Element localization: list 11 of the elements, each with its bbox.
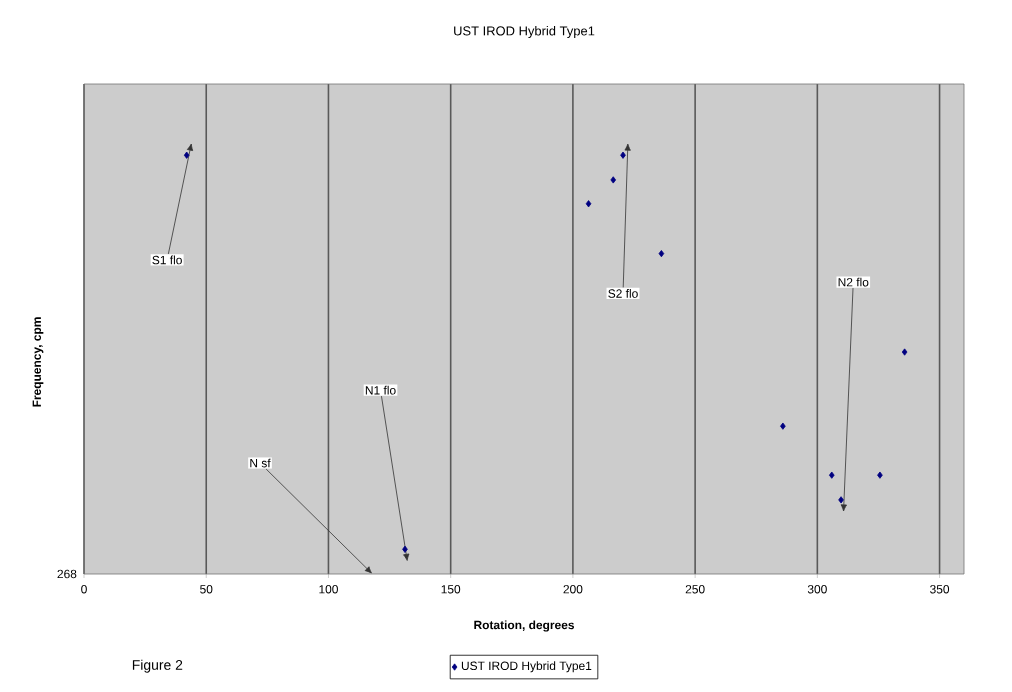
point	[780, 422, 786, 430]
point	[828, 471, 835, 479]
point	[183, 151, 190, 159]
point	[658, 250, 665, 258]
point	[610, 176, 617, 184]
point	[877, 471, 883, 479]
point	[838, 496, 844, 504]
point	[402, 545, 408, 553]
point	[620, 151, 626, 159]
point	[585, 200, 592, 208]
point	[901, 348, 908, 356]
